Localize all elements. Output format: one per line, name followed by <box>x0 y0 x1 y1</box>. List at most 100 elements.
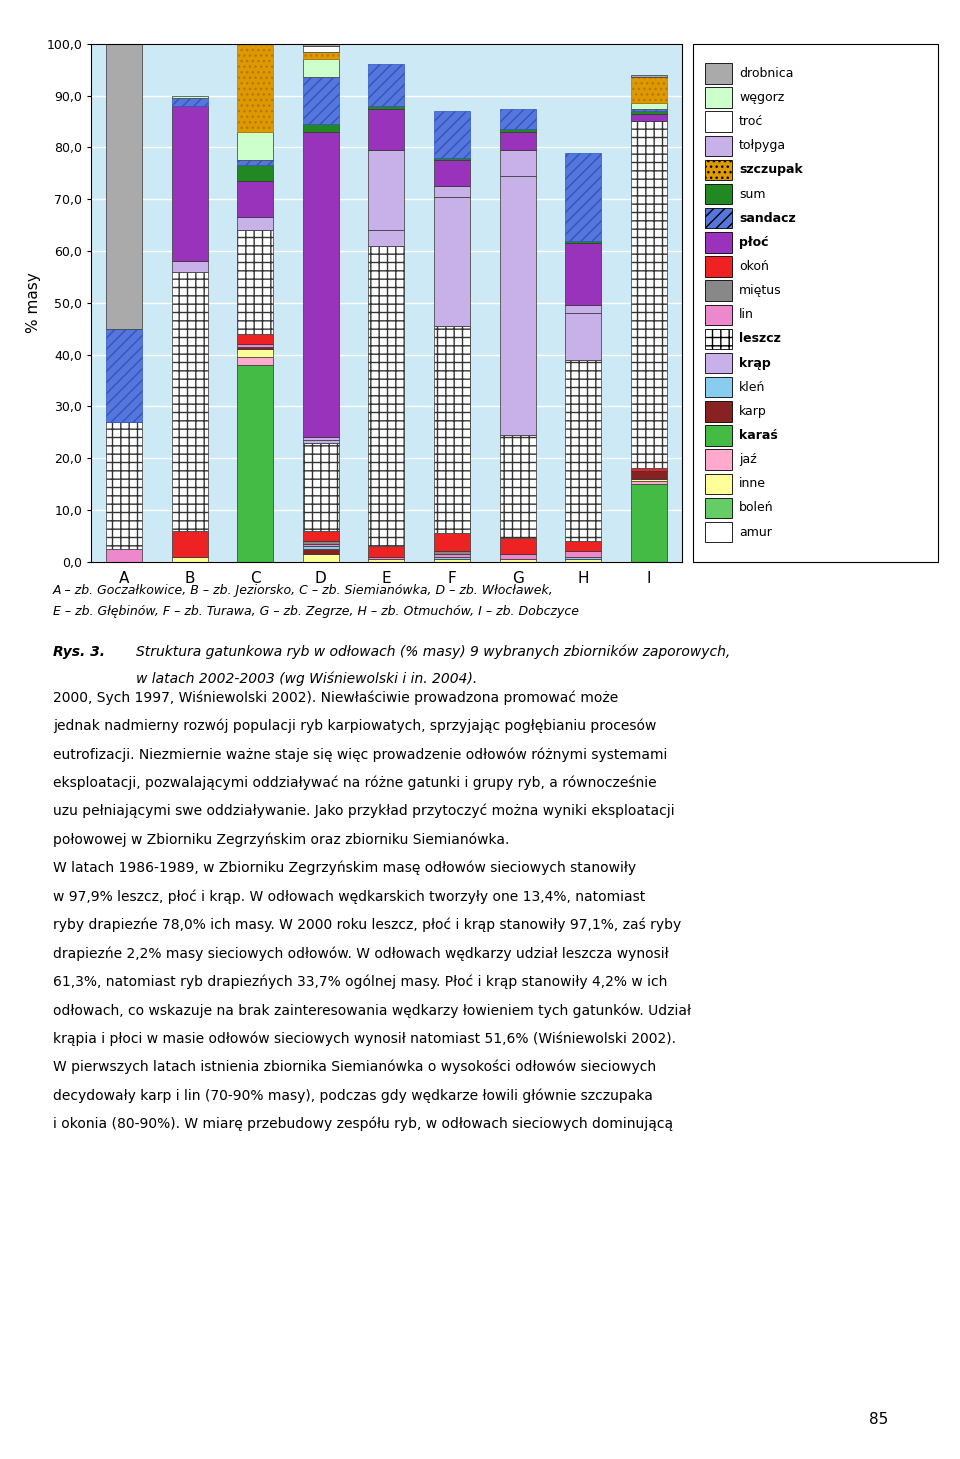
Text: W latach 1986-1989, w Zbiorniku Zegrzyńskim masę odłowów sieciowych stanowiły: W latach 1986-1989, w Zbiorniku Zegrzyńs… <box>53 861 636 875</box>
Text: szczupak: szczupak <box>739 163 803 177</box>
Bar <box>434 556 470 559</box>
Bar <box>499 177 536 435</box>
Bar <box>565 241 601 244</box>
Bar <box>631 481 667 484</box>
Bar <box>369 108 404 150</box>
Bar <box>434 559 470 562</box>
Bar <box>302 44 339 47</box>
Bar <box>237 160 274 165</box>
Bar <box>369 245 404 546</box>
Bar <box>434 533 470 552</box>
Text: eksploatacji, pozwalającymi oddziaływać na różne gatunki i grupy ryb, a równocze: eksploatacji, pozwalającymi oddziaływać … <box>53 775 657 789</box>
Text: kleń: kleń <box>739 381 765 394</box>
Text: Rys. 3.: Rys. 3. <box>53 645 105 659</box>
Bar <box>302 544 339 546</box>
Bar <box>369 107 404 108</box>
Bar <box>302 441 339 442</box>
Bar <box>369 546 404 556</box>
Bar <box>565 244 601 305</box>
Text: jaź: jaź <box>739 454 756 467</box>
Bar <box>106 44 142 328</box>
Y-axis label: % masy: % masy <box>26 273 40 333</box>
Text: miętus: miętus <box>739 285 781 298</box>
Bar <box>434 111 470 158</box>
Bar <box>237 334 274 344</box>
Bar <box>172 271 207 531</box>
Bar <box>631 468 667 471</box>
Bar <box>172 107 207 261</box>
Bar <box>631 484 667 562</box>
Text: sandacz: sandacz <box>739 212 796 225</box>
Bar <box>237 231 274 334</box>
Bar <box>172 95 207 98</box>
Bar <box>369 64 404 107</box>
Bar <box>106 549 142 562</box>
Text: odłowach, co wskazuje na brak zainteresowania wędkarzy łowieniem tych gatunków. : odłowach, co wskazuje na brak zaintereso… <box>53 1004 691 1017</box>
Text: okoń: okoń <box>739 260 769 273</box>
Text: uzu pełniającymi swe oddziaływanie. Jako przykład przytoczyć można wyniki eksplo: uzu pełniającymi swe oddziaływanie. Jako… <box>53 804 675 818</box>
Bar <box>302 554 339 562</box>
Text: płoć: płoć <box>739 236 769 249</box>
Bar <box>565 305 601 314</box>
Bar <box>631 479 667 481</box>
Text: drobnica: drobnica <box>739 67 794 80</box>
Bar <box>172 98 207 107</box>
Bar <box>237 349 274 357</box>
Text: jednak nadmierny rozwój populacji ryb karpiowatych, sprzyjając pogłębianiu proce: jednak nadmierny rozwój populacji ryb ka… <box>53 718 657 732</box>
Bar <box>302 438 339 441</box>
Bar <box>434 552 470 554</box>
Text: A – zb. Goczałkowice, B – zb. Jeziorsko, C – zb. Siemianówka, D – zb. Włocławek,: A – zb. Goczałkowice, B – zb. Jeziorsko,… <box>53 584 554 597</box>
Text: krąpia i płoci w masie odłowów sieciowych wynosił natomiast 51,6% (Wiśniewolski : krąpia i płoci w masie odłowów sieciowyc… <box>53 1032 676 1046</box>
Bar <box>302 442 339 531</box>
Text: w 97,9% leszcz, płoć i krąp. W odłowach wędkarskich tworzyły one 13,4%, natomias: w 97,9% leszcz, płoć i krąp. W odłowach … <box>53 889 645 903</box>
Bar <box>631 471 667 479</box>
Bar <box>237 131 274 160</box>
Bar <box>631 111 667 114</box>
Text: w latach 2002-2003 (wg Wiśniewolski i in. 2004).: w latach 2002-2003 (wg Wiśniewolski i in… <box>136 671 477 686</box>
Bar <box>434 325 470 533</box>
Bar <box>237 344 274 347</box>
Bar <box>499 559 536 562</box>
Bar <box>172 556 207 562</box>
Bar <box>565 559 601 562</box>
Bar <box>237 365 274 562</box>
Bar <box>631 77 667 104</box>
Text: W pierwszych latach istnienia zbiornika Siemianówka o wysokości odłowów sieciowy: W pierwszych latach istnienia zbiornika … <box>53 1059 656 1074</box>
Bar <box>302 131 339 438</box>
Bar <box>565 541 601 552</box>
Text: ryby drapiezńe 78,0% ich masy. W 2000 roku leszcz, płoć i krąp stanowiły 97,1%, : ryby drapiezńe 78,0% ich masy. W 2000 ro… <box>53 918 681 932</box>
Text: sum: sum <box>739 188 766 200</box>
Bar <box>565 360 601 541</box>
Bar <box>565 556 601 559</box>
Bar <box>499 131 536 150</box>
Bar <box>302 77 339 124</box>
Bar <box>565 314 601 360</box>
Bar <box>434 197 470 325</box>
Bar <box>369 559 404 562</box>
Bar <box>237 44 274 131</box>
Bar <box>369 231 404 245</box>
Bar <box>369 150 404 231</box>
Text: decydowały karp i lin (70-90% masy), podczas gdy wędkarze łowili głównie szczupa: decydowały karp i lin (70-90% masy), pod… <box>53 1088 653 1103</box>
Bar <box>302 546 339 549</box>
Bar <box>499 435 536 538</box>
Text: 85: 85 <box>869 1412 888 1427</box>
Bar <box>302 549 339 554</box>
Bar <box>565 153 601 241</box>
Bar <box>631 108 667 111</box>
Bar <box>631 121 667 468</box>
Bar <box>237 165 274 181</box>
Text: boleń: boleń <box>739 502 774 515</box>
Bar <box>302 531 339 541</box>
Bar <box>237 347 274 349</box>
Text: inne: inne <box>739 477 766 490</box>
Text: leszcz: leszcz <box>739 333 781 346</box>
Bar <box>434 554 470 556</box>
Bar <box>302 124 339 131</box>
Text: troć: troć <box>739 115 763 128</box>
Text: karp: karp <box>739 406 767 417</box>
Bar <box>499 108 536 130</box>
Text: 2000, Sych 1997, Wiśniewolski 2002). Niewłaściwie prowadzona promować może: 2000, Sych 1997, Wiśniewolski 2002). Nie… <box>53 690 618 705</box>
Text: tołpyga: tołpyga <box>739 139 786 152</box>
Bar <box>631 114 667 121</box>
